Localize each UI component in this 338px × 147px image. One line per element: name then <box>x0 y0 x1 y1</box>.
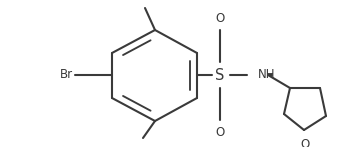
Text: O: O <box>215 126 225 138</box>
Text: O: O <box>300 138 310 147</box>
Text: O: O <box>215 11 225 25</box>
Text: Br: Br <box>60 69 73 81</box>
Text: S: S <box>215 67 225 82</box>
Text: NH: NH <box>258 69 275 81</box>
